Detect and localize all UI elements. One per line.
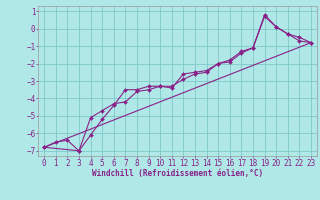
X-axis label: Windchill (Refroidissement éolien,°C): Windchill (Refroidissement éolien,°C) — [92, 169, 263, 178]
